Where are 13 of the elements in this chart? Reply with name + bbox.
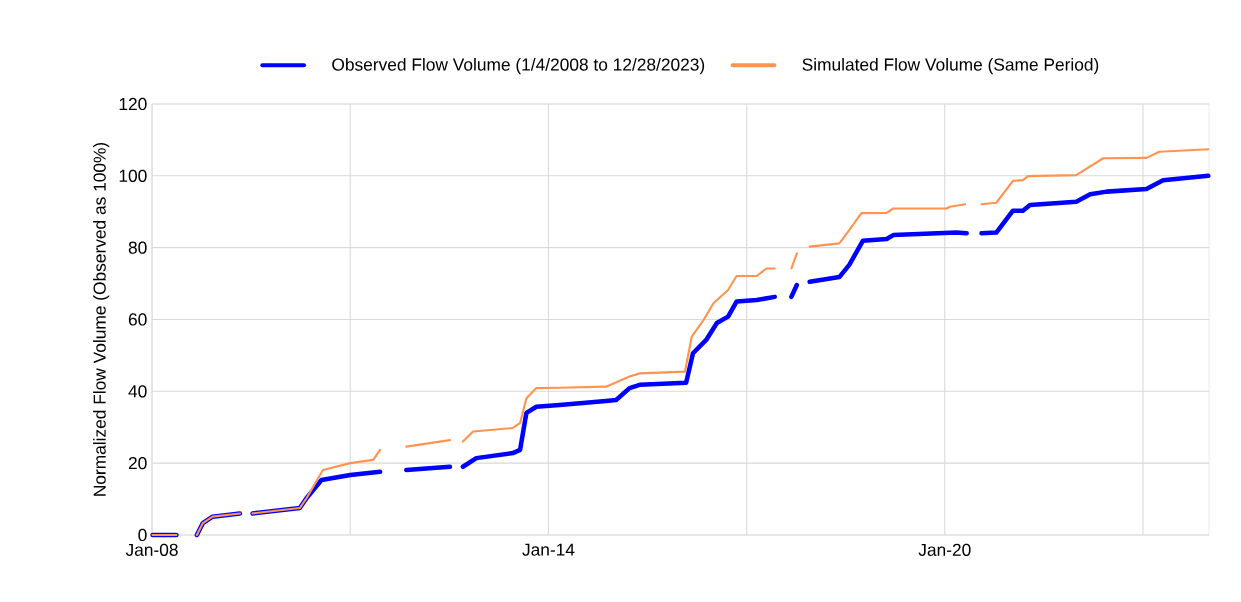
- legend-label: Observed Flow Volume (1/4/2008 to 12/28/2023): [332, 57, 705, 75]
- x-tick-label: Jan-08: [125, 543, 178, 556]
- y-axis-title: Normalized Flow Volume (Observed as 100%): [93, 142, 110, 496]
- y-tick-label: 100: [119, 169, 147, 182]
- x-tick-label: Jan-20: [918, 543, 971, 556]
- y-tick-label: 60: [128, 313, 147, 326]
- legend-label: Simulated Flow Volume (Same Period): [802, 57, 1099, 75]
- y-tick-label: 0: [138, 528, 147, 542]
- x-tick-label: Jan-14: [522, 543, 575, 556]
- y-tick-label: 20: [128, 457, 147, 470]
- y-tick-label: 40: [128, 385, 147, 398]
- y-tick-label: 120: [119, 97, 147, 111]
- y-tick-label: 80: [128, 241, 147, 254]
